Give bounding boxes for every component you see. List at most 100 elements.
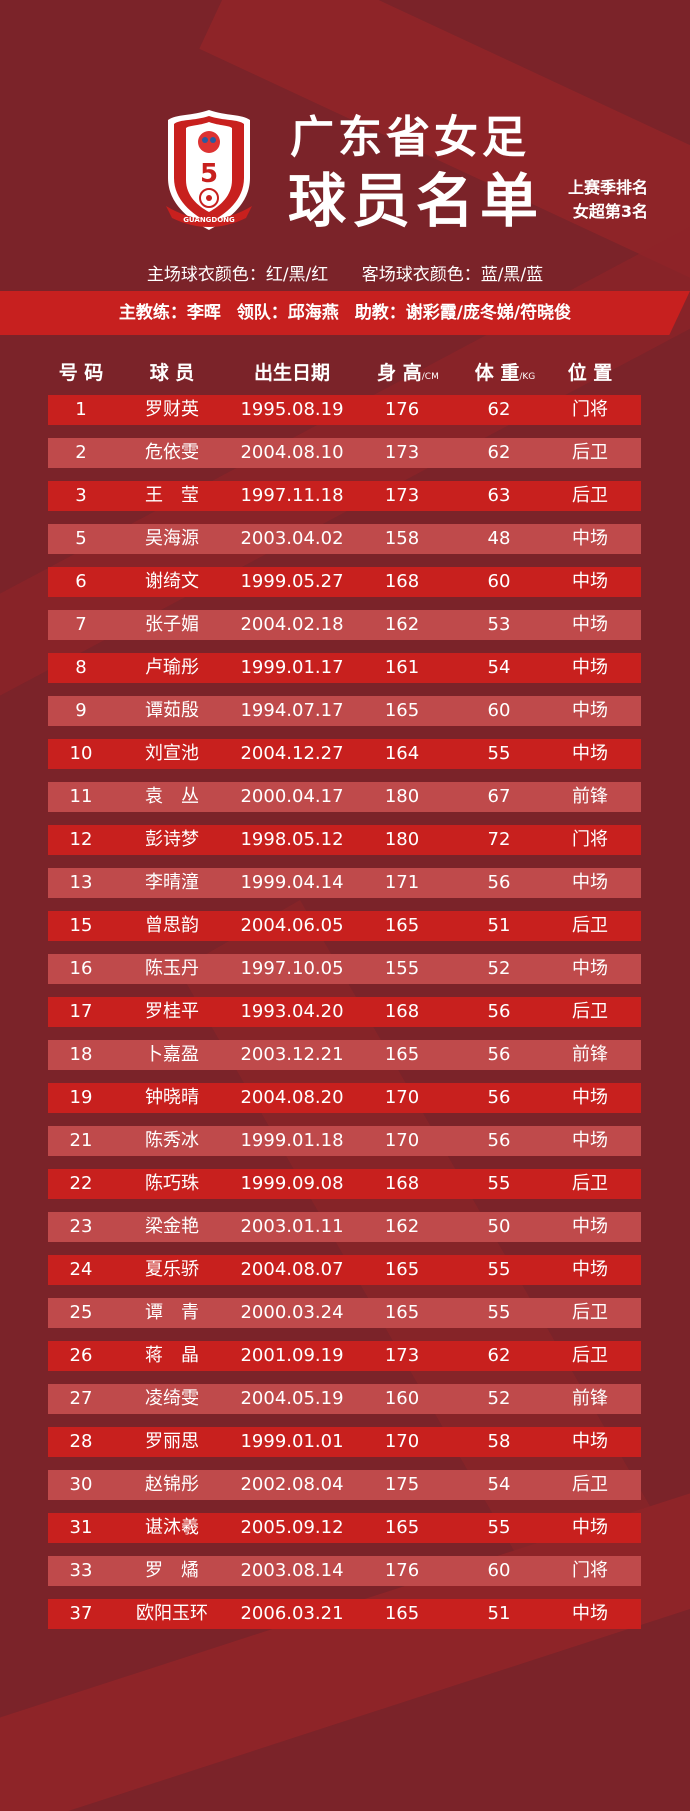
col-position: 位 置 [567,362,613,384]
player-name: 吴海源 [145,528,199,549]
player-height: 170 [384,1130,420,1151]
player-birthdate: 2000.04.17 [240,786,344,807]
player-position: 后卫 [572,1302,608,1323]
player-number: 17 [69,1001,93,1022]
player-position: 中场 [572,872,608,893]
player-position: 后卫 [572,1345,608,1366]
table-row: 8 卢瑜彤 1999.01.17 161 54 中场 [48,653,641,683]
player-height: 162 [384,614,420,635]
table-row: 26 蒋 晶 2001.09.19 173 62 后卫 [48,1341,641,1371]
player-name: 王 莹 [145,485,199,506]
player-height: 160 [384,1388,420,1409]
table-header: 号 码 球 员 出生日期 身 高/CM 体 重/KG 位 置 [0,358,690,388]
col-weight: 体 重/KG [474,362,536,384]
player-number: 24 [69,1259,93,1280]
player-name: 陈巧珠 [145,1173,199,1194]
player-number: 19 [69,1087,93,1108]
player-birthdate: 2006.03.21 [240,1603,344,1624]
player-height: 173 [384,1345,420,1366]
table-row: 7 张子媚 2004.02.18 162 53 中场 [48,610,641,640]
player-weight: 55 [487,1173,511,1194]
player-number: 25 [69,1302,93,1323]
table-row: 21 陈秀冰 1999.01.18 170 56 中场 [48,1126,641,1156]
player-birthdate: 1998.05.12 [240,829,344,850]
table-row: 15 曾思韵 2004.06.05 165 51 后卫 [48,911,641,941]
player-birthdate: 2004.02.18 [240,614,344,635]
player-height: 155 [384,958,420,979]
player-number: 30 [69,1474,93,1495]
player-name: 曾思韵 [145,915,199,936]
player-position: 中场 [572,700,608,721]
page-title-line2: 球员名单 [288,167,545,235]
player-height: 161 [384,657,420,678]
table-row: 25 谭 青 2000.03.24 165 55 后卫 [48,1298,641,1328]
player-height: 165 [384,1603,420,1624]
player-birthdate: 1997.10.05 [240,958,344,979]
player-name: 谭 青 [145,1302,199,1323]
table-row: 5 吴海源 2003.04.02 158 48 中场 [48,524,641,554]
player-position: 后卫 [572,442,608,463]
player-weight: 56 [487,1001,511,1022]
player-number: 27 [69,1388,93,1409]
player-position: 中场 [572,657,608,678]
svg-text:5: 5 [200,159,218,189]
player-position: 前锋 [572,786,608,807]
player-name: 刘宣池 [145,743,199,764]
player-birthdate: 2003.04.02 [240,528,344,549]
table-row: 2 危依雯 2004.08.10 173 62 后卫 [48,438,641,468]
table-row: 1 罗财英 1995.08.19 176 62 门将 [48,395,641,425]
player-name: 罗财英 [145,399,199,420]
table-row: 22 陈巧珠 1999.09.08 168 55 后卫 [48,1169,641,1199]
player-birthdate: 1995.08.19 [240,399,344,420]
assistant-coaches: 助教：谢彩霞/庞冬娣/符晓俊 [354,303,572,323]
player-birthdate: 2004.06.05 [240,915,344,936]
player-height: 170 [384,1087,420,1108]
player-name: 罗丽思 [145,1431,199,1452]
player-position: 中场 [572,1517,608,1538]
player-number: 18 [69,1044,93,1065]
player-birthdate: 2001.09.19 [240,1345,344,1366]
player-number: 37 [69,1603,93,1624]
player-number: 7 [75,614,87,635]
player-name: 罗桂平 [145,1001,199,1022]
player-birthdate: 1994.07.17 [240,700,344,721]
player-weight: 56 [487,872,511,893]
player-number: 6 [75,571,87,592]
player-weight: 50 [487,1216,511,1237]
player-birthdate: 1999.01.01 [240,1431,344,1452]
table-row: 31 谌沐羲 2005.09.12 165 55 中场 [48,1513,641,1543]
player-weight: 55 [487,743,511,764]
player-position: 前锋 [572,1044,608,1065]
player-name: 危依雯 [145,442,199,463]
player-weight: 55 [487,1302,511,1323]
player-name: 谭茹殷 [145,700,199,721]
table-row: 11 袁 丛 2000.04.17 180 67 前锋 [48,782,641,812]
player-birthdate: 1999.04.14 [240,872,344,893]
player-weight: 53 [487,614,511,635]
player-height: 168 [384,571,420,592]
player-weight: 52 [487,958,511,979]
player-number: 16 [69,958,93,979]
table-row: 18 卜嘉盈 2003.12.21 165 56 前锋 [48,1040,641,1070]
player-birthdate: 2002.08.04 [240,1474,344,1495]
player-number: 10 [69,743,93,764]
player-height: 176 [384,399,420,420]
player-birthdate: 1999.05.27 [240,571,344,592]
col-number: 号 码 [58,362,104,384]
table-row: 9 谭茹殷 1994.07.17 165 60 中场 [48,696,641,726]
player-name: 陈秀冰 [145,1130,199,1151]
player-height: 165 [384,1302,420,1323]
table-row: 16 陈玉丹 1997.10.05 155 52 中场 [48,954,641,984]
player-birthdate: 2003.01.11 [240,1216,344,1237]
player-weight: 54 [487,657,511,678]
player-weight: 51 [487,1603,511,1624]
table-row: 28 罗丽思 1999.01.01 170 58 中场 [48,1427,641,1457]
player-number: 8 [75,657,87,678]
player-number: 23 [69,1216,93,1237]
player-name: 谢绮文 [145,571,199,592]
table-row: 27 凌绮雯 2004.05.19 160 52 前锋 [48,1384,641,1414]
player-name: 梁金艳 [145,1216,199,1237]
player-name: 夏乐骄 [145,1259,199,1280]
staff-info: 主教练：李晖 领队：邱海燕 助教：谢彩霞/庞冬娣/符晓俊 [0,300,690,326]
player-height: 173 [384,442,420,463]
